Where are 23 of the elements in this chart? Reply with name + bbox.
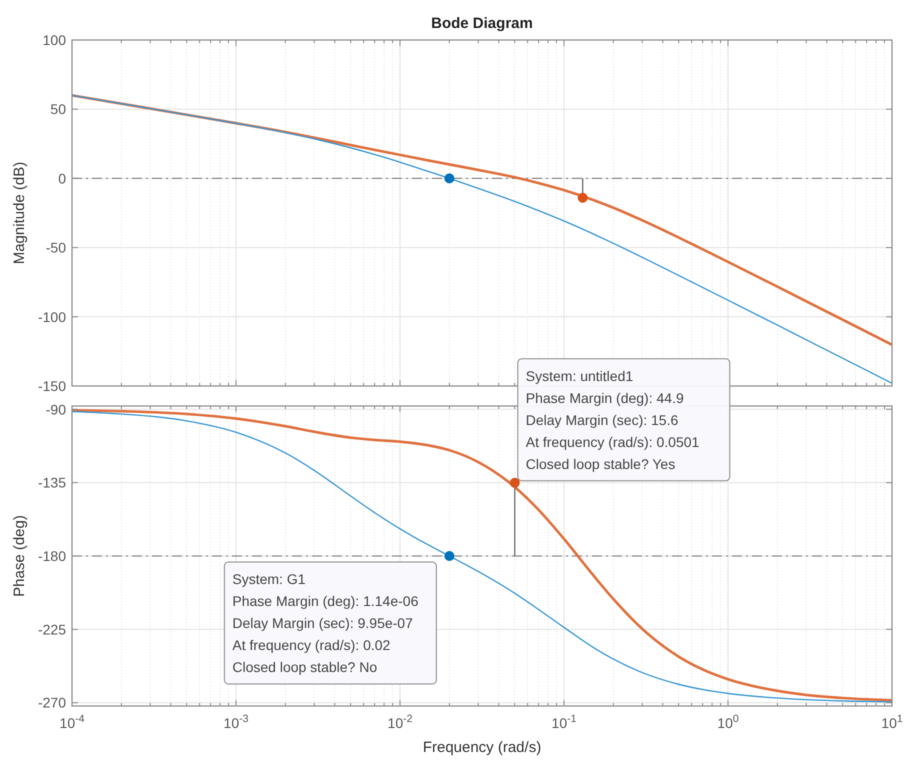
y-tick-label: -90 [46, 401, 66, 418]
x-tick-label: 10$^{0}$ [717, 713, 739, 731]
y-tick-label: 0 [58, 170, 66, 186]
y-tick-label: 50 [50, 101, 66, 118]
chart-title: Bode Diagram [431, 15, 533, 32]
y-tick-label: -100 [38, 308, 66, 325]
annotation: System: G1 Phase Margin (deg): 1.14e-06 Delay Margin (sec): 9.95e-07 At frequency (rad/s): 0.02 Closed loop stable? No [232, 571, 419, 675]
y-tick-label: -150 [38, 378, 66, 394]
x-tick-label: 10$^{-2}$ [388, 713, 413, 731]
x-tick-label: 10$^{1}$ [881, 713, 903, 731]
y-tick-label: 100 [42, 32, 66, 48]
x-tick-label: 10$^{-1}$ [552, 713, 577, 731]
y-axis-title: Phase (deg) [11, 515, 28, 597]
y-tick-label: -225 [38, 621, 66, 638]
y-tick-label: -180 [38, 548, 66, 564]
x-tick-label: 10$^{-3}$ [224, 713, 249, 731]
x-tick-label: 10$^{-4}$ [60, 713, 85, 731]
annotation: System: untitled1 Phase Margin (deg): 44.9 Delay Margin (sec): 15.6 At frequency (rad/s): 0.0501 Closed loop stable? Yes [526, 368, 700, 472]
y-tick-label: -135 [38, 474, 66, 491]
y-axis-title: Magnitude (dB) [11, 162, 28, 264]
y-tick-label: -270 [38, 694, 66, 711]
x-axis-title: Frequency (rad/s) [422, 739, 542, 756]
y-tick-label: -50 [46, 240, 66, 256]
